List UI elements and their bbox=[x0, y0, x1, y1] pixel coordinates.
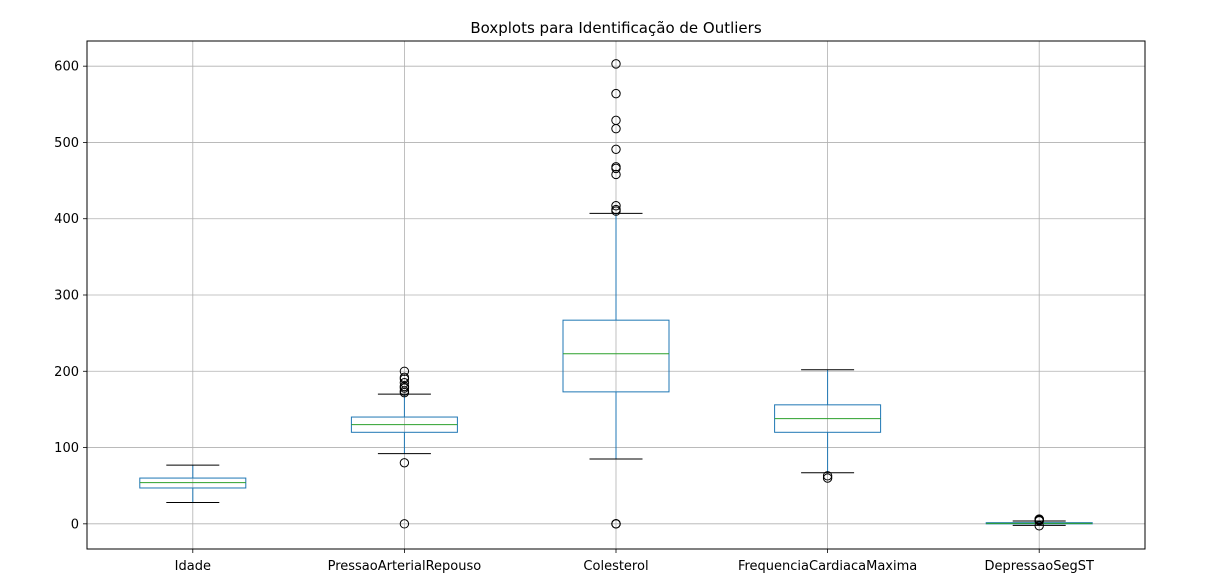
x-tick-label: DepressaoSegST bbox=[984, 559, 1094, 574]
box-iqr bbox=[562, 319, 670, 393]
outlier-point bbox=[1034, 521, 1044, 531]
box-series bbox=[139, 59, 1093, 531]
outlier-point bbox=[611, 144, 621, 155]
outlier-point bbox=[822, 473, 833, 483]
outlier-point bbox=[611, 59, 621, 69]
y-tick-label: 300 bbox=[54, 289, 79, 304]
outlier-point bbox=[399, 372, 410, 383]
chart-title: Boxplots para Identificação de Outliers bbox=[470, 19, 761, 37]
outlier-point bbox=[611, 204, 621, 215]
x-tick-label: FrequenciaCardiacaMaxima bbox=[738, 559, 917, 574]
outlier-point bbox=[611, 88, 621, 99]
box-group bbox=[562, 59, 670, 529]
outlier-point bbox=[399, 458, 410, 468]
outlier-point bbox=[399, 381, 410, 392]
x-tick-label: PressaoArterialRepouso bbox=[328, 559, 482, 574]
y-tick-label: 100 bbox=[54, 441, 79, 456]
outlier-point bbox=[399, 366, 410, 376]
outlier-point bbox=[822, 471, 833, 481]
x-tick-label: Idade bbox=[175, 559, 211, 574]
outlier-point bbox=[611, 169, 621, 180]
y-tick-label: 400 bbox=[54, 212, 79, 227]
y-tick-label: 600 bbox=[54, 60, 79, 75]
x-axis: Idade PressaoArterialRepouso Colesterol Fre… bbox=[175, 549, 1094, 574]
y-axis: 0 100 200 300 400 500 600 bbox=[54, 60, 87, 532]
outlier-point bbox=[611, 201, 621, 211]
box-group bbox=[985, 514, 1093, 531]
outlier-point bbox=[399, 378, 410, 388]
y-tick-label: 500 bbox=[54, 136, 79, 151]
y-tick-label: 200 bbox=[54, 365, 79, 380]
x-tick-label: Colesterol bbox=[583, 559, 648, 574]
y-tick-label: 0 bbox=[71, 517, 79, 532]
outlier-point bbox=[399, 519, 410, 529]
outlier-point bbox=[611, 162, 621, 172]
box-group bbox=[139, 464, 247, 503]
outlier-point bbox=[1034, 514, 1044, 524]
outlier-point bbox=[611, 519, 621, 529]
box-group bbox=[774, 369, 882, 483]
outlier-point bbox=[611, 115, 621, 126]
box-group bbox=[350, 366, 458, 529]
